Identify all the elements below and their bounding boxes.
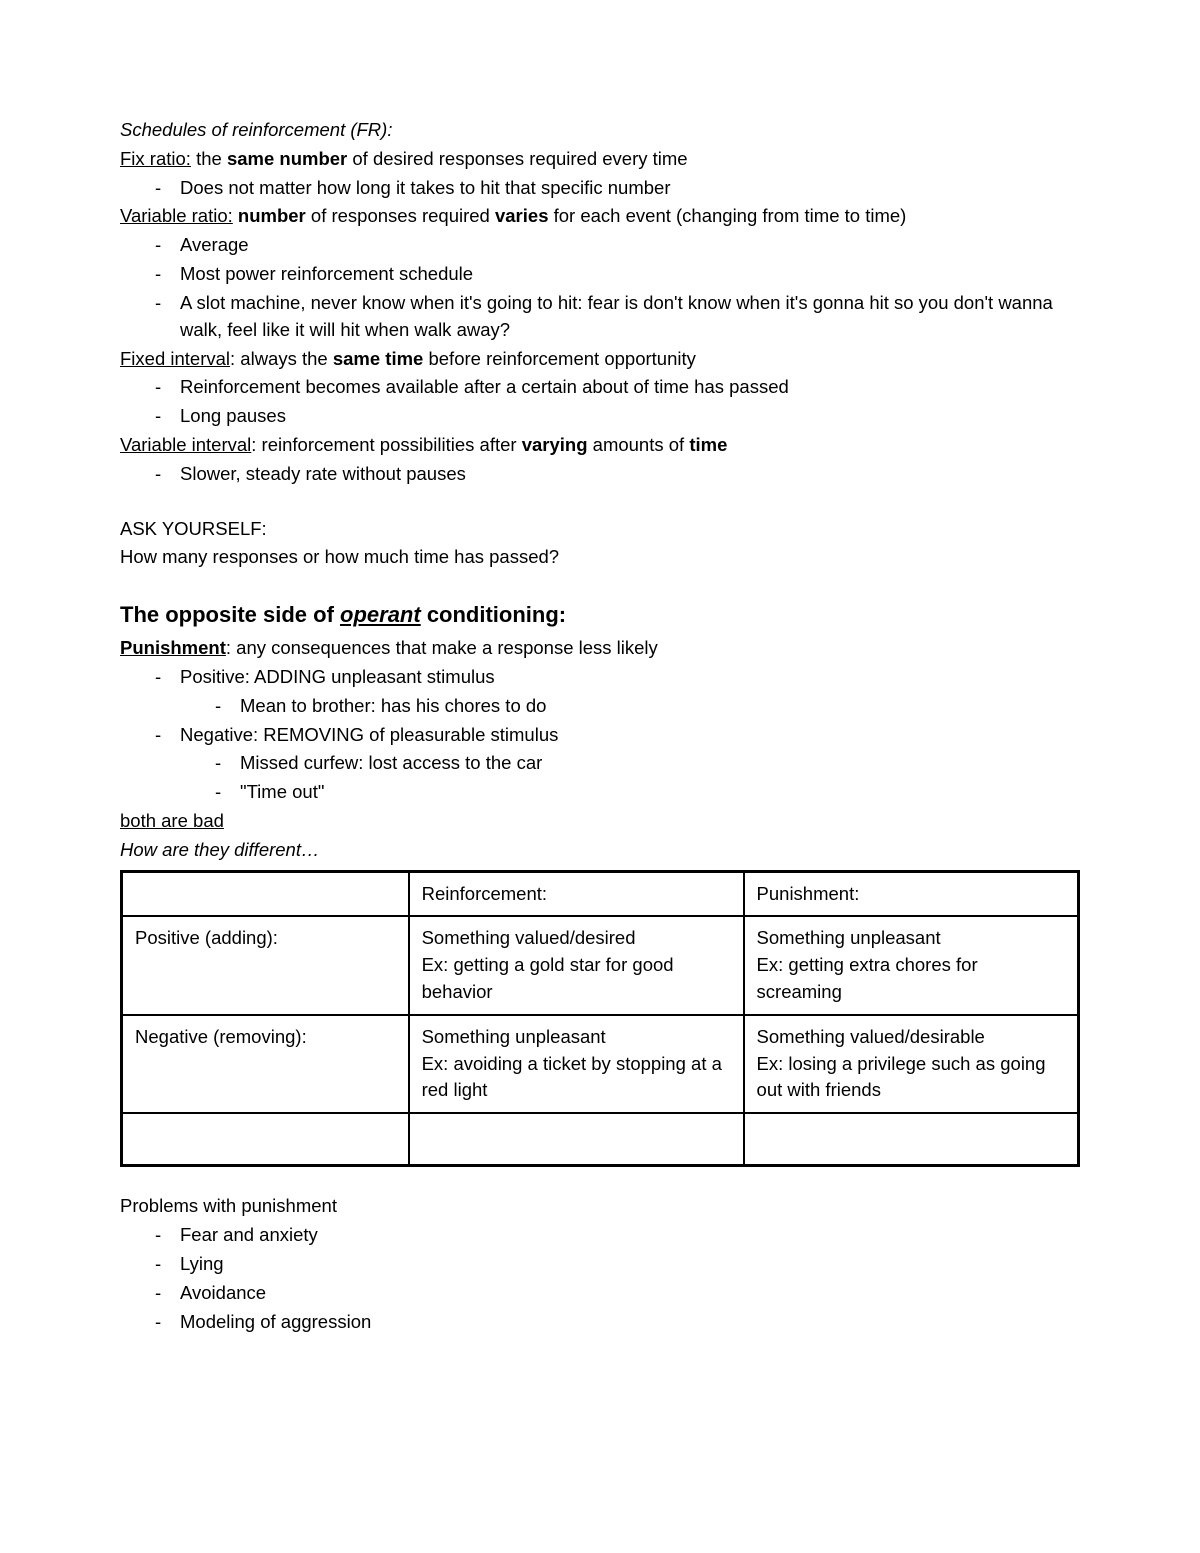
document-page: Schedules of reinforcement (FR): Fix rat… [0, 0, 1200, 1553]
heading-op: operant [340, 602, 421, 627]
pos-sub-list: Mean to brother: has his chores to do [180, 693, 1080, 720]
ask-question: How many responses or how much time has … [120, 544, 1080, 571]
punishment-list: Positive: ADDING unpleasant stimulus Mea… [120, 664, 1080, 806]
var-int-label: Variable interval [120, 434, 251, 455]
table-cell: Something unpleasantEx: avoiding a ticke… [409, 1015, 744, 1113]
fix-ratio-pre: the [191, 148, 227, 169]
schedules-title: Schedules of reinforcement (FR): [120, 117, 1080, 144]
vi-b2: time [689, 434, 727, 455]
list-item: Average [120, 232, 1080, 259]
vi-mid: amounts of [588, 434, 690, 455]
table-row [122, 1113, 1079, 1166]
fix-interval-line: Fixed interval: always the same time bef… [120, 346, 1080, 373]
fi-pre: : always the [230, 348, 333, 369]
fix-ratio-bold: same number [227, 148, 347, 169]
table-cell [122, 1113, 409, 1166]
ask-label: ASK YOURSELF: [120, 516, 1080, 543]
table-cell: Positive (adding): [122, 916, 409, 1014]
table-cell: Punishment: [744, 871, 1079, 916]
list-item: Avoidance [120, 1280, 1080, 1307]
list-item: Missed curfew: lost access to the car [180, 750, 1080, 777]
punishment-def: : any consequences that make a response … [226, 637, 658, 658]
neg-sub-list: Missed curfew: lost access to the car "T… [180, 750, 1080, 806]
fi-bold: same time [333, 348, 424, 369]
var-ratio-line: Variable ratio: number of responses requ… [120, 203, 1080, 230]
table-cell: Something valued/desirableEx: losing a p… [744, 1015, 1079, 1113]
var-ratio-label: Variable ratio: [120, 205, 233, 226]
punishment-label: Punishment [120, 637, 226, 658]
list-item: Does not matter how long it takes to hit… [120, 175, 1080, 202]
fix-ratio-label: Fix ratio: [120, 148, 191, 169]
table-cell [744, 1113, 1079, 1166]
vr-post: for each event (changing from time to ti… [548, 205, 906, 226]
vr-b1: number [238, 205, 306, 226]
how-diff-line: How are they different… [120, 837, 1080, 864]
pos-label: Positive: ADDING unpleasant stimulus [180, 666, 495, 687]
vr-mid: of responses required [306, 205, 495, 226]
table-cell: Something unpleasantEx: getting extra ch… [744, 916, 1079, 1014]
fix-int-label: Fixed interval [120, 348, 230, 369]
vi-b1: varying [522, 434, 588, 455]
schedules-title-text: Schedules of reinforcement (FR): [120, 119, 392, 140]
list-item: A slot machine, never know when it's goi… [120, 290, 1080, 344]
list-item: Modeling of aggression [120, 1309, 1080, 1336]
spacer [120, 1167, 1080, 1191]
var-int-list: Slower, steady rate without pauses [120, 461, 1080, 488]
table-cell: Reinforcement: [409, 871, 744, 916]
list-item: Reinforcement becomes available after a … [120, 374, 1080, 401]
list-item: Negative: REMOVING of pleasurable stimul… [120, 722, 1080, 806]
both-bad-line: both are bad [120, 808, 1080, 835]
fi-post: before reinforcement opportunity [423, 348, 696, 369]
problems-title: Problems with punishment [120, 1193, 1080, 1220]
table-cell [122, 871, 409, 916]
fix-int-list: Reinforcement becomes available after a … [120, 374, 1080, 430]
fix-ratio-post: of desired responses required every time [347, 148, 687, 169]
table-cell [409, 1113, 744, 1166]
heading-pre: The opposite side of [120, 602, 340, 627]
list-item: Long pauses [120, 403, 1080, 430]
list-item: Lying [120, 1251, 1080, 1278]
table-row: Reinforcement: Punishment: [122, 871, 1079, 916]
list-item: Fear and anxiety [120, 1222, 1080, 1249]
how-diff-text: How are they different… [120, 839, 319, 860]
vi-pre: : reinforcement possibilities after [251, 434, 521, 455]
operant-heading: The opposite side of operant conditionin… [120, 599, 1080, 631]
table-row: Negative (removing): Something unpleasan… [122, 1015, 1079, 1113]
list-item: Most power reinforcement schedule [120, 261, 1080, 288]
punishment-line: Punishment: any consequences that make a… [120, 635, 1080, 662]
list-item: "Time out" [180, 779, 1080, 806]
problems-list: Fear and anxiety Lying Avoidance Modelin… [120, 1222, 1080, 1335]
table-row: Positive (adding): Something valued/desi… [122, 916, 1079, 1014]
var-ratio-list: Average Most power reinforcement schedul… [120, 232, 1080, 343]
fix-ratio-line: Fix ratio: the same number of desired re… [120, 146, 1080, 173]
heading-post: conditioning: [421, 602, 566, 627]
list-item: Positive: ADDING unpleasant stimulus Mea… [120, 664, 1080, 720]
comparison-table: Reinforcement: Punishment: Positive (add… [120, 870, 1080, 1168]
spacer [120, 490, 1080, 514]
vr-b2: varies [495, 205, 549, 226]
table-cell: Something valued/desiredEx: getting a go… [409, 916, 744, 1014]
list-item: Slower, steady rate without pauses [120, 461, 1080, 488]
fix-ratio-list: Does not matter how long it takes to hit… [120, 175, 1080, 202]
neg-label: Negative: REMOVING of pleasurable stimul… [180, 724, 558, 745]
list-item: Mean to brother: has his chores to do [180, 693, 1080, 720]
table-cell: Negative (removing): [122, 1015, 409, 1113]
both-bad-text: both are bad [120, 810, 224, 831]
var-interval-line: Variable interval: reinforcement possibi… [120, 432, 1080, 459]
